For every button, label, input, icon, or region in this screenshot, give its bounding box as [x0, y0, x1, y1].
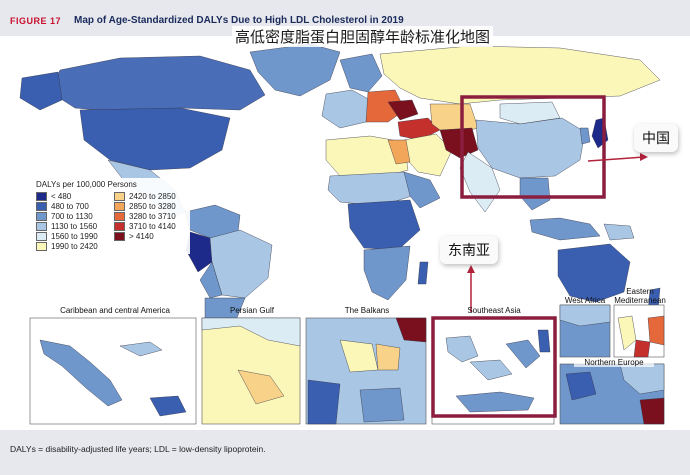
figure-footer [0, 430, 690, 475]
map-legend: DALYs per 100,000 Persons < 480 480 to 7… [30, 178, 190, 254]
inset-label-persian-gulf: Persian Gulf [229, 306, 275, 315]
legend-item: 480 to 700 [36, 202, 89, 211]
region-png [603, 223, 635, 241]
region-alaska [19, 71, 63, 111]
figure-title: Map of Age-Standardized DALYs Due to Hig… [74, 15, 404, 26]
inset-label-southeast-asia: Southeast Asia [467, 306, 521, 315]
inset-label-eastern-med: Eastern Mediterranean [614, 287, 666, 305]
legend-item: 3280 to 3710 [114, 212, 176, 221]
inset-label-balkans: The Balkans [344, 306, 390, 315]
legend-title: DALYs per 100,000 Persons [36, 180, 137, 189]
legend-item: 1560 to 1990 [36, 232, 98, 241]
region-egypt [387, 139, 411, 165]
china-highlight-box [460, 95, 606, 199]
china-callout: 中国 [634, 124, 678, 152]
inset-caribbean-land [39, 339, 123, 407]
region-southern-africa [363, 245, 411, 301]
legend-item: 3710 to 4140 [114, 222, 176, 231]
world-map [0, 38, 690, 428]
region-horn-africa [403, 171, 441, 209]
region-madagascar [417, 261, 429, 285]
footnote: DALYs = disability-adjusted life years; … [10, 444, 266, 454]
region-indonesia [529, 217, 601, 241]
region-southeast-asia-mainland [519, 177, 551, 211]
inset-label-west-africa: West Africa [564, 296, 606, 305]
china-arrow [587, 156, 645, 162]
legend-item: 700 to 1130 [36, 212, 93, 221]
region-canada [49, 55, 266, 113]
legend-item: 2850 to 3280 [114, 202, 176, 211]
inset-label-northern-europe: Northern Europe [574, 358, 654, 367]
sea-callout: 东南亚 [440, 236, 498, 264]
region-australia [557, 243, 631, 303]
inset-label-caribbean: Caribbean and central America [60, 306, 170, 315]
legend-item: > 4140 [114, 232, 154, 241]
legend-item: 1130 to 1560 [36, 222, 97, 231]
figure-label: FIGURE 17 [10, 16, 62, 26]
legend-item: < 480 [36, 192, 71, 201]
region-korea [579, 127, 591, 145]
region-ukraine [387, 99, 419, 121]
chinese-title: 高低密度脂蛋白胆固醇年龄标准化地图 [232, 26, 494, 47]
legend-item: 2420 to 2850 [114, 192, 176, 201]
region-china [475, 117, 586, 179]
legend-item: 1990 to 2420 [36, 242, 98, 251]
sea-highlight-box [431, 316, 557, 418]
region-scandinavia [339, 53, 383, 93]
region-eastern-europe [365, 89, 406, 123]
region-usa [79, 107, 231, 171]
